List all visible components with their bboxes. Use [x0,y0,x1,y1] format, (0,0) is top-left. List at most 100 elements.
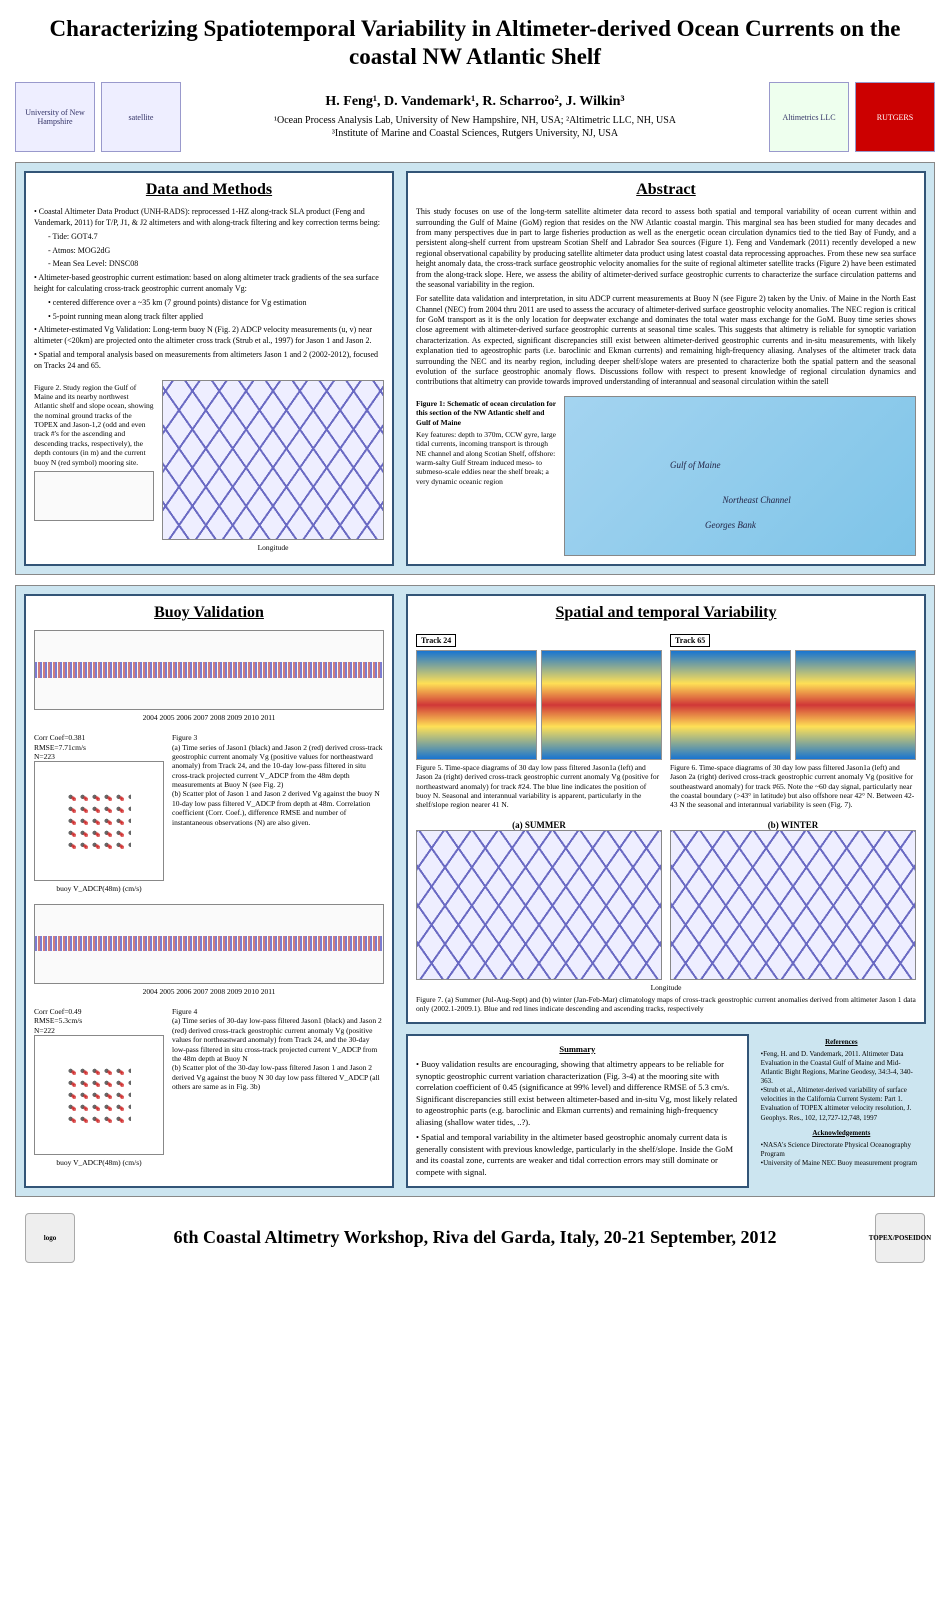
fig2-caption: Figure 2. Study region the Gulf of Maine… [34,383,154,467]
rutgers-logo-icon: RUTGERS [855,82,935,152]
fig7-summer-label: (a) SUMMER [416,820,662,830]
track24-col: Track 24 Figure 5. Time-space diagrams o… [416,630,662,810]
top-grid: Data and Methods • Coastal Altimeter Dat… [15,162,935,575]
fig3-ts-xaxis: 2004 2005 2006 2007 2008 2009 2010 2011 [34,713,384,722]
footer-text: 6th Coastal Altimetry Workshop, Riva del… [173,1227,776,1248]
track24-label: Track 24 [416,634,456,647]
fig4-ts-xaxis: 2004 2005 2006 2007 2008 2009 2010 2011 [34,987,384,996]
methods-b4: • Spatial and temporal analysis based on… [34,350,384,372]
fig4-caption: Figure 4 (a) Time series of 30-day low-p… [172,1007,384,1091]
methods-b2b: • 5-point running mean along track filte… [34,312,384,323]
fig1-caption: Figure 1: Schematic of ocean circulation… [416,399,556,427]
fig4-row: Corr Coef=0.49 RMSE=5.3cm/s N=222 buoy V… [34,1004,384,1168]
fig7-summer-col: (a) SUMMER [416,820,662,980]
fig4-scatter-x: buoy V_ADCP(48m) (cm/s) [34,1158,164,1167]
ref-1: •Feng, H. and D. Vandemark, 2011. Altime… [761,1050,922,1086]
fig6-caption: Figure 6. Time-space diagrams of 30 day … [670,763,916,810]
fig5-panels [416,650,662,760]
summary-s2: • Spatial and temporal variability in th… [416,1132,739,1178]
methods-b2a: • centered difference over a ~35 km (7 g… [34,298,384,309]
fig7-summer-map [416,830,662,980]
footer-logo-right-icon: TOPEX/POSEIDON [875,1213,925,1263]
affiliation-1: ¹Ocean Process Analysis Lab, University … [191,114,759,127]
fig1-row: Figure 1: Schematic of ocean circulation… [416,396,916,556]
header-row: University of New Hampshire satellite H.… [15,82,935,152]
ack-title: Acknowledgements [761,1129,922,1138]
track65-label: Track 65 [670,634,710,647]
fig7-caption: Figure 7. (a) Summer (Jul-Aug-Sept) and … [416,995,916,1014]
fig4-stats: Corr Coef=0.49 RMSE=5.3cm/s N=222 [34,1007,164,1035]
fig2-xlabel: Longitude [162,543,384,552]
abstract-title: Abstract [416,181,916,199]
map-label-gom: Gulf of Maine [670,460,721,470]
fig4-timeseries [34,904,384,984]
spatial-section: Spatial and temporal Variability Track 2… [406,594,926,1024]
fig2-row: Figure 2. Study region the Gulf of Maine… [34,380,384,552]
authors: H. Feng¹, D. Vandemark¹, R. Scharroo², J… [191,94,759,110]
methods-b3: • Altimeter-estimated Vg Validation: Lon… [34,325,384,347]
fig6-hov-left [670,650,791,760]
fig1-circulation-map: Gulf of Maine Northeast Channel Georges … [564,396,916,556]
affiliation-3: ³Institute of Marine and Coastal Science… [191,127,759,140]
ref-2: •Strub et al., Altimeter-derived variabi… [761,1086,922,1122]
satellite-icon: satellite [101,82,181,152]
methods-body: • Coastal Altimeter Data Product (UNH-RA… [34,207,384,371]
map-label-gb: Georges Bank [705,520,756,530]
abstract-p1: This study focuses on use of the long-te… [416,207,916,290]
methods-b1b: - Atmos: MOG2dG [34,246,384,257]
fig7-xlabel: Longitude [416,983,916,992]
fig4-scatter [34,1035,164,1155]
abstract-section: Abstract This study focuses on use of th… [406,171,926,566]
summary-box: Summary • Buoy validation results are en… [406,1034,749,1188]
fig5-caption: Figure 5. Time-space diagrams of 30 day … [416,763,662,810]
ack-1: •NASA's Science Directorate Physical Oce… [761,1141,922,1159]
summary-s1: • Buoy validation results are encouragin… [416,1059,739,1128]
footer: logo 6th Coastal Altimetry Workshop, Riv… [15,1203,935,1273]
refs-box: References •Feng, H. and D. Vandemark, 2… [757,1034,926,1172]
fig5-hov-right [541,650,662,760]
fig1-key: Key features: depth to 370m, CCW gyre, l… [416,430,556,486]
footer-logo-left-icon: logo [25,1213,75,1263]
author-block: H. Feng¹, D. Vandemark¹, R. Scharroo², J… [191,94,759,140]
summary-title: Summary [416,1044,739,1055]
logos-right: Altimetrics LLC RUTGERS [769,82,935,152]
hov-row: Track 24 Figure 5. Time-space diagrams o… [416,630,916,810]
methods-b2: • Altimeter-based geostrophic current es… [34,273,384,295]
header: Characterizing Spatiotemporal Variabilit… [15,15,935,152]
track65-col: Track 65 Figure 6. Time-space diagrams o… [670,630,916,810]
methods-title: Data and Methods [34,181,384,199]
abstract-body: This study focuses on use of the long-te… [416,207,916,388]
methods-section: Data and Methods • Coastal Altimeter Dat… [24,171,394,566]
spatial-title: Spatial and temporal Variability [416,604,916,622]
poster-root: Characterizing Spatiotemporal Variabilit… [0,0,950,1288]
fig3-timeseries [34,630,384,710]
fig6-hov-right [795,650,916,760]
summary-refs-row: Summary • Buoy validation results are en… [406,1034,926,1188]
fig6-panels [670,650,916,760]
fig7-winter-col: (b) WINTER [670,820,916,980]
logos-left: University of New Hampshire satellite [15,82,181,152]
fig2-inset-chart [34,471,154,521]
ack-2: •University of Maine NEC Buoy measuremen… [761,1159,922,1168]
fig3-scatter-x: buoy V_ADCP(48m) (cm/s) [34,884,164,893]
fig7-winter-label: (b) WINTER [670,820,916,830]
fig7-winter-map [670,830,916,980]
fig3-row: Corr Coef=0.381 RMSE=7.71cm/s N=223 buoy… [34,730,384,894]
poster-title: Characterizing Spatiotemporal Variabilit… [15,15,935,70]
fig3-caption: Figure 3 (a) Time series of Jason1 (blac… [172,733,384,827]
fig3-scatter [34,761,164,881]
bottom-grid: Buoy Validation 2004 2005 2006 2007 2008… [15,585,935,1197]
fig2-track-map [162,380,384,540]
buoy-section: Buoy Validation 2004 2005 2006 2007 2008… [24,594,394,1188]
right-column: Spatial and temporal Variability Track 2… [406,594,926,1188]
methods-b1c: - Mean Sea Level: DNSC08 [34,259,384,270]
map-label-nec: Northeast Channel [723,495,791,505]
altimetrics-logo-icon: Altimetrics LLC [769,82,849,152]
methods-b1: • Coastal Altimeter Data Product (UNH-RA… [34,207,384,229]
unh-logo-icon: University of New Hampshire [15,82,95,152]
refs-title: References [761,1038,922,1047]
abstract-p2: For satellite data validation and interp… [416,294,916,388]
fig7-row: (a) SUMMER (b) WINTER [416,820,916,980]
fig5-hov-left [416,650,537,760]
methods-b1a: - Tide: GOT4.7 [34,232,384,243]
